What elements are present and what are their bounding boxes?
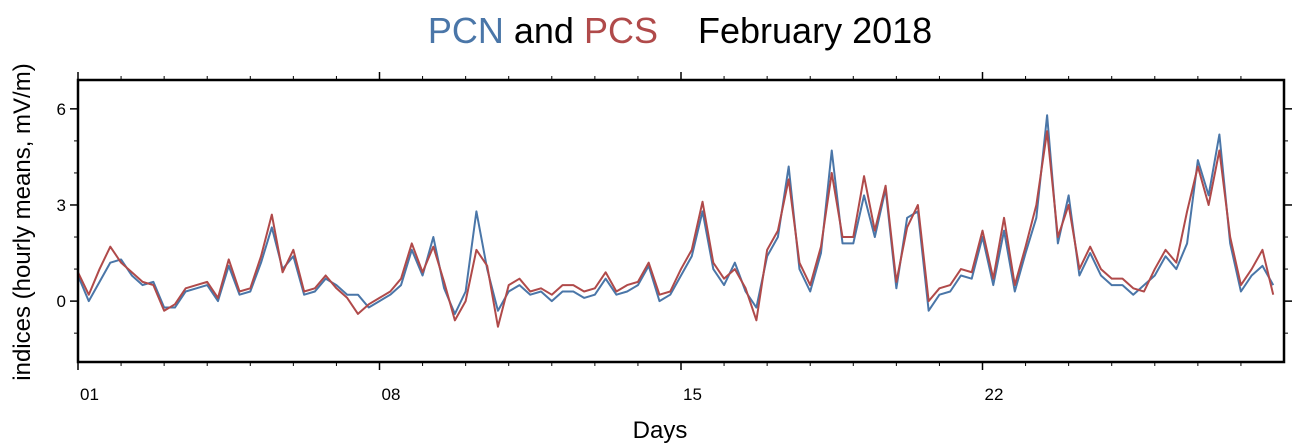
x-axis-label: Days bbox=[633, 417, 688, 444]
title-series-name: PCN bbox=[428, 10, 504, 51]
title-connector: and bbox=[514, 10, 574, 51]
y-tick-label: 6 bbox=[57, 100, 66, 119]
series-line bbox=[77, 114, 1275, 315]
x-tick-label: 22 bbox=[985, 385, 1004, 404]
title-text: February 2018 bbox=[698, 10, 932, 51]
y-tick-label: 3 bbox=[57, 196, 66, 215]
x-tick-label: 08 bbox=[382, 385, 401, 404]
x-tick-label: 15 bbox=[683, 385, 702, 404]
plot-frame bbox=[76, 78, 1286, 364]
y-tick-label: 0 bbox=[57, 292, 66, 311]
y-axis-label: indices (hourly means, mV/m) bbox=[9, 63, 36, 380]
title-series-name: PCS bbox=[584, 10, 658, 51]
chart-title: PCN and PCS February 2018 bbox=[428, 10, 932, 51]
series-line bbox=[77, 130, 1275, 328]
x-tick-label: 01 bbox=[80, 385, 99, 404]
